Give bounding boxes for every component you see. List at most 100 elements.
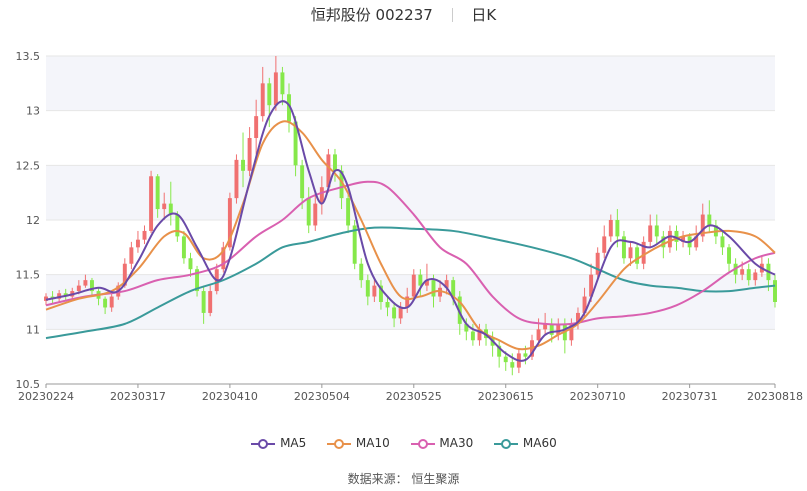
- candle-body: [175, 214, 180, 237]
- candle-body: [510, 362, 515, 368]
- ma60-line: [45, 226, 776, 340]
- candle-body: [694, 236, 699, 248]
- candle-body: [162, 203, 167, 210]
- candle-body: [595, 252, 600, 275]
- candle-body: [576, 312, 580, 324]
- legend-label-ma5: MA5: [280, 436, 307, 450]
- legend-item-ma10[interactable]: MA10: [326, 436, 390, 450]
- candle-body: [103, 298, 108, 308]
- legend-label-ma30: MA30: [439, 436, 474, 450]
- candle-body: [457, 296, 462, 324]
- candle-body: [648, 225, 653, 242]
- kline-chart: 10.5 11 11.5 12 12.5 13 13.5 20230224 20230317 20…: [16, 50, 804, 403]
- candle-body: [477, 329, 482, 341]
- candle-body: [142, 230, 147, 240]
- candle-body: [109, 296, 114, 308]
- candle-body: [122, 263, 127, 286]
- legend-swatch-ma10: [327, 438, 352, 449]
- candle-body: [267, 83, 272, 106]
- chart-title: 恒邦股份 002237 日K: [0, 4, 807, 28]
- candle-body: [727, 247, 731, 264]
- x-tick-label: 20230525: [386, 390, 442, 403]
- candle-body: [667, 230, 672, 248]
- candle-body: [221, 247, 226, 270]
- candle-body: [392, 307, 397, 319]
- candle-body: [424, 280, 429, 286]
- legend-item-ma5[interactable]: MA5: [250, 436, 306, 450]
- candle-body: [654, 225, 659, 237]
- candle-body: [398, 307, 403, 319]
- candle-body: [168, 203, 173, 215]
- candle-body: [339, 170, 344, 199]
- candle-body: [674, 230, 679, 242]
- candle-body: [155, 176, 160, 210]
- candle-body: [418, 274, 423, 286]
- candle-body: [444, 280, 449, 288]
- candle-body: [582, 296, 587, 313]
- y-tick-label: 11.5: [16, 269, 41, 282]
- candle-body: [602, 236, 607, 253]
- candle-body: [352, 225, 357, 264]
- candle-body: [753, 272, 758, 281]
- candle-body: [76, 285, 81, 292]
- candle-body: [621, 236, 626, 259]
- candle-body: [405, 296, 410, 308]
- candle-body: [359, 263, 364, 281]
- candle-body: [431, 280, 436, 297]
- candle-body: [306, 198, 311, 226]
- candle-body: [470, 331, 475, 341]
- x-tick-label: 20230224: [18, 390, 74, 403]
- candle-body: [300, 165, 305, 199]
- candle-body: [195, 269, 200, 292]
- candle-body: [201, 291, 206, 313]
- candle-body: [681, 236, 686, 242]
- candle-body: [44, 296, 48, 301]
- candle-body: [333, 154, 337, 171]
- candle-body: [451, 280, 456, 297]
- title-separator: [451, 7, 453, 22]
- candle-body: [313, 203, 318, 226]
- candle-body: [208, 291, 213, 313]
- x-tick-label: 20230818: [747, 390, 803, 403]
- candle-body: [346, 198, 351, 226]
- ma10-line: [45, 120, 776, 351]
- candle-body: [615, 220, 620, 237]
- candle-body: [241, 159, 245, 171]
- candle-body: [149, 176, 154, 231]
- y-tick-label: 11: [26, 323, 40, 336]
- legend-item-ma30[interactable]: MA30: [410, 436, 474, 450]
- candle-body: [181, 236, 186, 259]
- candle-body: [287, 94, 291, 122]
- candle-body: [83, 280, 88, 286]
- candle-body: [260, 83, 265, 117]
- candle-body: [628, 247, 633, 259]
- candle-body: [497, 345, 502, 357]
- candle-body: [385, 302, 390, 308]
- legend-label-ma60: MA60: [522, 436, 557, 450]
- candle-body: [608, 220, 613, 237]
- candle-body: [135, 239, 140, 248]
- candle-body: [378, 285, 383, 302]
- candle-body: [411, 274, 416, 297]
- candle-body: [773, 280, 777, 302]
- candle-body: [635, 247, 640, 264]
- legend-swatch-ma30: [410, 438, 435, 449]
- chart-legend: MA5 MA10 MA30 MA60: [0, 436, 807, 450]
- legend-item-ma60[interactable]: MA60: [493, 436, 557, 450]
- x-tick-label: 20230710: [570, 390, 626, 403]
- candle-body: [543, 323, 548, 330]
- x-tick-label: 20230731: [662, 390, 718, 403]
- candle-body: [273, 72, 278, 106]
- candle-body: [569, 323, 574, 341]
- candle-body: [707, 214, 712, 226]
- candle-body: [746, 269, 751, 281]
- y-tick-label: 10.5: [16, 378, 41, 391]
- candle-body: [227, 198, 232, 248]
- candle-body: [438, 287, 443, 297]
- candle-body: [57, 293, 62, 299]
- x-tick-label: 20230317: [110, 390, 166, 403]
- x-tick-label: 20230615: [478, 390, 534, 403]
- candle-body: [234, 159, 239, 199]
- candle-body: [90, 280, 94, 292]
- candle-body: [700, 214, 705, 237]
